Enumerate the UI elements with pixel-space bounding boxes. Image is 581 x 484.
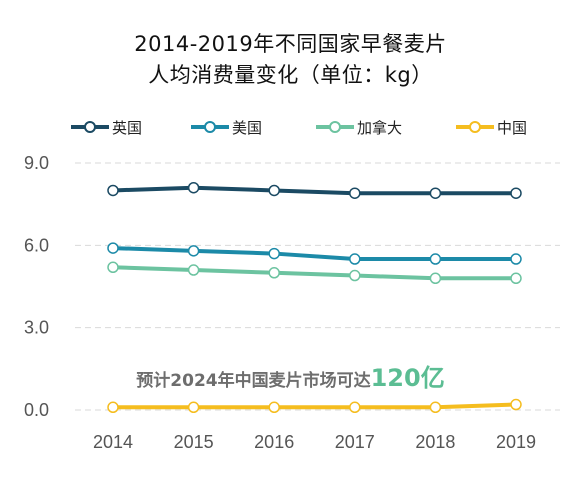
annotation: 预计2024年中国麦片市场可达120亿 (0, 358, 581, 393)
x-tick-label: 2014 (93, 432, 133, 452)
data-point (187, 245, 200, 257)
legend-marker-canada (316, 121, 354, 133)
data-point (429, 187, 442, 199)
data-point (429, 253, 442, 265)
y-tick-label: 0.0 (24, 400, 49, 420)
series-line (113, 402, 517, 410)
series-line (112, 246, 516, 262)
legend-label-china: 中国 (497, 118, 528, 137)
legend-label-us: 美国 (232, 118, 263, 137)
data-point (510, 187, 522, 199)
data-point (349, 401, 361, 414)
legend: 英国 美国 加拿大 中国 (70, 113, 570, 141)
chart-title: 2014-2019年不同国家早餐麦片 (134, 32, 447, 56)
data-point (268, 401, 280, 414)
data-point (429, 272, 442, 285)
data-point (107, 242, 119, 254)
annotation-highlight: 120亿 (370, 364, 445, 392)
data-point (268, 267, 280, 279)
legend-label-uk: 英国 (112, 118, 143, 137)
annotation-text: 预计2024年中国麦片市场可达 (136, 371, 371, 391)
y-tick-label: 3.0 (24, 318, 49, 338)
data-point (187, 181, 200, 194)
x-tick-label: 2019 (496, 432, 536, 452)
data-point (107, 184, 119, 197)
data-point (510, 253, 522, 265)
legend-label-canada: 加拿大 (357, 118, 403, 137)
y-tick-label: 9.0 (24, 153, 49, 173)
series-3 (107, 398, 522, 414)
data-point (349, 187, 361, 199)
data-point (349, 253, 361, 265)
x-tick-label: 2018 (415, 432, 455, 452)
data-point (107, 261, 119, 274)
legend-marker-china (456, 121, 494, 133)
legend-item-china: 中国 (455, 113, 527, 141)
y-tick-label: 6.0 (24, 235, 49, 255)
data-point (268, 247, 280, 260)
series-line (112, 185, 516, 196)
legend-item-canada: 加拿大 (315, 113, 402, 141)
series-0 (107, 181, 522, 199)
x-tick-label: 2017 (335, 432, 375, 452)
x-tick-label: 2016 (254, 432, 294, 452)
chart-subtitle: 人均消费量变化（单位：kg） (148, 63, 433, 87)
data-point (268, 184, 280, 197)
data-point (107, 401, 119, 414)
x-tick-label: 2015 (174, 432, 214, 452)
data-point (429, 401, 442, 414)
legend-item-us: 美国 (190, 113, 262, 141)
legend-marker-us (191, 121, 229, 133)
data-point (187, 264, 200, 276)
series-1 (107, 242, 522, 265)
data-point (510, 272, 522, 285)
legend-item-uk: 英国 (70, 113, 142, 141)
data-point (510, 398, 522, 411)
data-point (349, 269, 361, 282)
data-point (187, 401, 200, 414)
legend-marker-uk (71, 121, 109, 133)
series-line (112, 265, 516, 281)
series-2 (107, 261, 522, 285)
